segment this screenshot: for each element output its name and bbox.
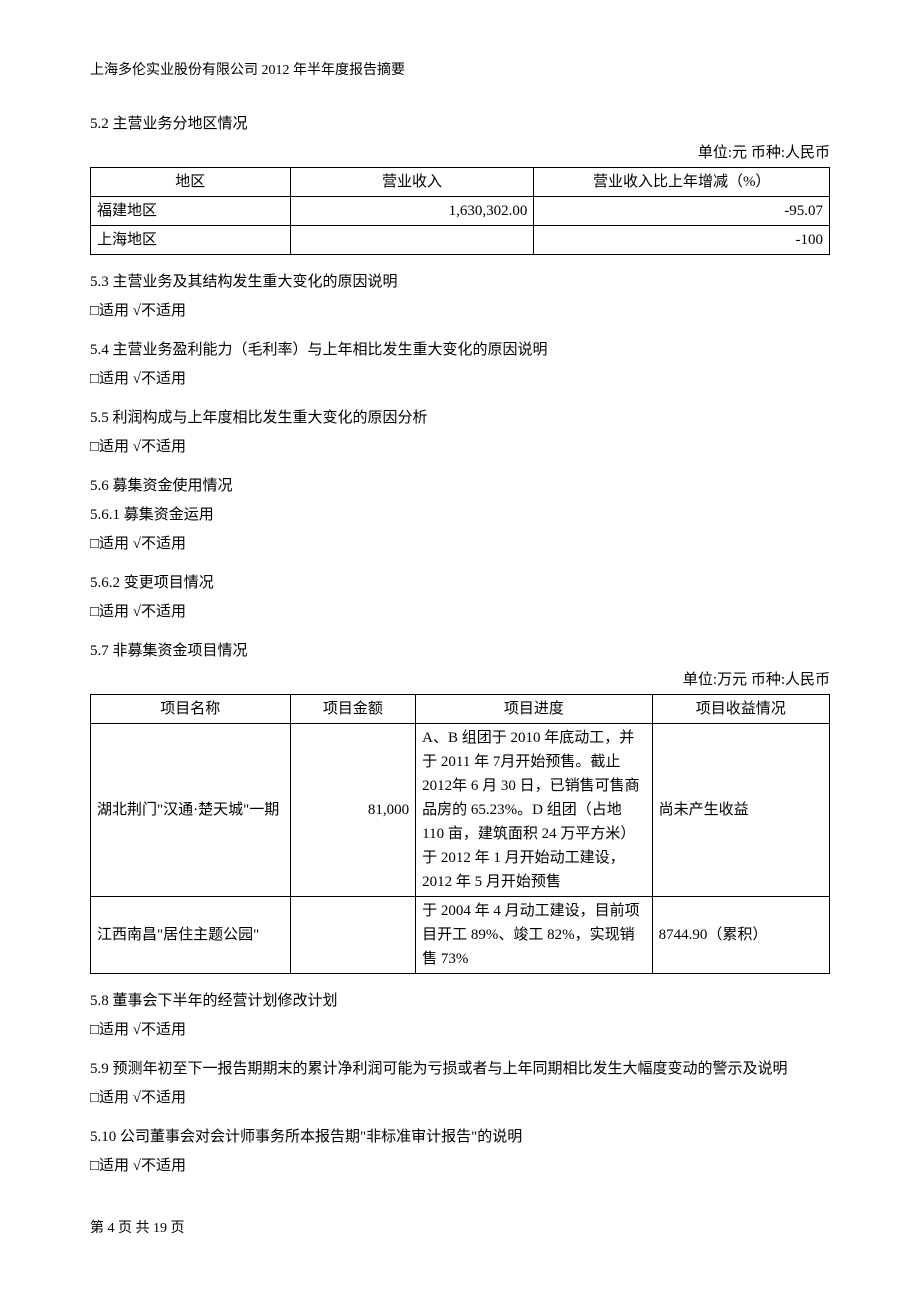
section-5-10: 5.10 公司董事会对会计师事务所本报告期"非标准审计报告"的说明 □适用 √不… (90, 1125, 830, 1178)
table-header-row: 项目名称 项目金额 项目进度 项目收益情况 (91, 695, 830, 724)
col-region: 地区 (91, 168, 291, 197)
section-5-4-checkbox: □适用 √不适用 (90, 367, 830, 391)
section-5-6-2-title: 5.6.2 变更项目情况 (90, 571, 830, 595)
table-row: 福建地区 1,630,302.00 -95.07 (91, 197, 830, 226)
cell-change: -95.07 (534, 197, 830, 226)
col-project-progress: 项目进度 (416, 695, 652, 724)
cell-project-income: 8744.90（累积） (652, 897, 829, 974)
section-5-6-title: 5.6 募集资金使用情况 (90, 474, 830, 498)
section-5-7-title: 5.7 非募集资金项目情况 (90, 639, 830, 663)
table-row: 湖北荆门"汉通·楚天城"一期 81,000 A、B 组团于 2010 年底动工，… (91, 724, 830, 897)
cell-project-progress: 于 2004 年 4 月动工建设，目前项目开工 89%、竣工 82%，实现销售 … (416, 897, 652, 974)
col-revenue: 营业收入 (290, 168, 534, 197)
section-5-10-title: 5.10 公司董事会对会计师事务所本报告期"非标准审计报告"的说明 (90, 1125, 830, 1149)
cell-revenue (290, 226, 534, 255)
section-5-8-title: 5.8 董事会下半年的经营计划修改计划 (90, 989, 830, 1013)
section-5-5-title: 5.5 利润构成与上年度相比发生重大变化的原因分析 (90, 406, 830, 430)
section-5-4: 5.4 主营业务盈利能力（毛利率）与上年相比发生重大变化的原因说明 □适用 √不… (90, 338, 830, 391)
col-project-amount: 项目金额 (290, 695, 416, 724)
table-row: 江西南昌"居住主题公园" 于 2004 年 4 月动工建设，目前项目开工 89%… (91, 897, 830, 974)
section-5-2-unit: 单位:元 币种:人民币 (90, 141, 830, 165)
section-5-2: 5.2 主营业务分地区情况 单位:元 币种:人民币 地区 营业收入 营业收入比上… (90, 112, 830, 255)
cell-project-amount (290, 897, 416, 974)
cell-region: 上海地区 (91, 226, 291, 255)
section-5-5-checkbox: □适用 √不适用 (90, 435, 830, 459)
project-table: 项目名称 项目金额 项目进度 项目收益情况 湖北荆门"汉通·楚天城"一期 81,… (90, 694, 830, 974)
cell-project-name: 江西南昌"居住主题公园" (91, 897, 291, 974)
section-5-9: 5.9 预测年初至下一报告期期末的累计净利润可能为亏损或者与上年同期相比发生大幅… (90, 1057, 830, 1110)
section-5-7: 5.7 非募集资金项目情况 单位:万元 币种:人民币 项目名称 项目金额 项目进… (90, 639, 830, 974)
col-project-income: 项目收益情况 (652, 695, 829, 724)
cell-change: -100 (534, 226, 830, 255)
section-5-4-title: 5.4 主营业务盈利能力（毛利率）与上年相比发生重大变化的原因说明 (90, 338, 830, 362)
section-5-2-title: 5.2 主营业务分地区情况 (90, 112, 830, 136)
section-5-3-checkbox: □适用 √不适用 (90, 299, 830, 323)
section-5-3: 5.3 主营业务及其结构发生重大变化的原因说明 □适用 √不适用 (90, 270, 830, 323)
section-5-10-checkbox: □适用 √不适用 (90, 1154, 830, 1178)
section-5-6-1-checkbox: □适用 √不适用 (90, 532, 830, 556)
cell-project-amount: 81,000 (290, 724, 416, 897)
page-footer: 第 4 页 共 19 页 (90, 1218, 830, 1240)
region-table: 地区 营业收入 营业收入比上年增减（%） 福建地区 1,630,302.00 -… (90, 167, 830, 255)
col-project-name: 项目名称 (91, 695, 291, 724)
col-change: 营业收入比上年增减（%） (534, 168, 830, 197)
section-5-6-2: 5.6.2 变更项目情况 □适用 √不适用 (90, 571, 830, 624)
section-5-7-unit: 单位:万元 币种:人民币 (90, 668, 830, 692)
section-5-8: 5.8 董事会下半年的经营计划修改计划 □适用 √不适用 (90, 989, 830, 1042)
section-5-6-1-title: 5.6.1 募集资金运用 (90, 503, 830, 527)
section-5-5: 5.5 利润构成与上年度相比发生重大变化的原因分析 □适用 √不适用 (90, 406, 830, 459)
cell-revenue: 1,630,302.00 (290, 197, 534, 226)
section-5-8-checkbox: □适用 √不适用 (90, 1018, 830, 1042)
table-row: 上海地区 -100 (91, 226, 830, 255)
document-header: 上海多伦实业股份有限公司 2012 年半年度报告摘要 (90, 60, 830, 82)
cell-project-progress: A、B 组团于 2010 年底动工，并于 2011 年 7月开始预售。截止 20… (416, 724, 652, 897)
cell-project-income: 尚未产生收益 (652, 724, 829, 897)
cell-project-name: 湖北荆门"汉通·楚天城"一期 (91, 724, 291, 897)
table-header-row: 地区 营业收入 营业收入比上年增减（%） (91, 168, 830, 197)
section-5-6: 5.6 募集资金使用情况 5.6.1 募集资金运用 □适用 √不适用 (90, 474, 830, 556)
section-5-9-checkbox: □适用 √不适用 (90, 1086, 830, 1110)
section-5-9-title: 5.9 预测年初至下一报告期期末的累计净利润可能为亏损或者与上年同期相比发生大幅… (90, 1057, 830, 1081)
cell-region: 福建地区 (91, 197, 291, 226)
section-5-6-2-checkbox: □适用 √不适用 (90, 600, 830, 624)
section-5-3-title: 5.3 主营业务及其结构发生重大变化的原因说明 (90, 270, 830, 294)
